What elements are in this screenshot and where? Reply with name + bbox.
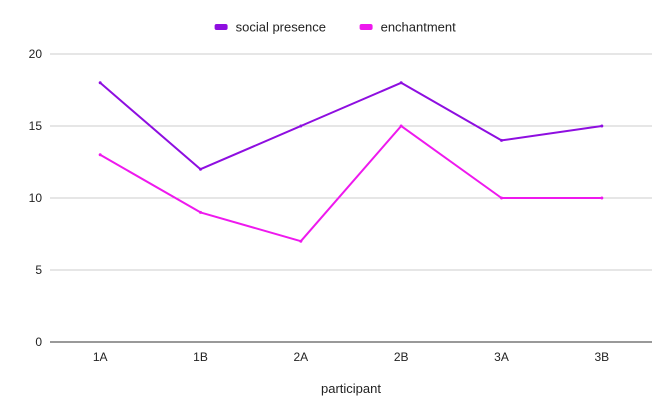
- series-line-enchantment: [99, 125, 602, 243]
- series-line-social-presence: [99, 81, 602, 171]
- x-tick-label: 3B: [594, 350, 609, 364]
- x-tick-label: 1B: [193, 350, 208, 364]
- x-axis-ticks: 1A 1B 2A 2B 3A 3B: [93, 350, 609, 364]
- data-point: [600, 196, 604, 200]
- legend: social presence enchantment: [214, 20, 457, 35]
- data-point: [199, 210, 202, 214]
- legend-swatch: [359, 24, 373, 30]
- y-tick-label: 20: [29, 47, 43, 61]
- data-point: [399, 81, 403, 85]
- data-point: [500, 138, 503, 142]
- series-lines: [98, 81, 604, 243]
- data-point: [98, 81, 102, 85]
- data-point: [600, 124, 604, 128]
- y-tick-label: 0: [35, 335, 42, 349]
- legend-label: enchantment: [381, 20, 457, 35]
- x-tick-label: 3A: [494, 350, 509, 364]
- legend-label: social presence: [236, 20, 326, 35]
- y-axis-ticks: 0 5 10 15 20: [29, 47, 43, 349]
- y-tick-label: 15: [29, 119, 43, 133]
- data-point: [299, 239, 303, 243]
- data-point: [299, 124, 303, 128]
- x-tick-label: 2B: [394, 350, 409, 364]
- y-tick-label: 10: [29, 191, 43, 205]
- x-axis-title: participant: [321, 381, 381, 396]
- data-point: [500, 196, 503, 200]
- data-point: [199, 167, 202, 171]
- y-tick-label: 5: [35, 263, 42, 277]
- gridlines: [50, 53, 652, 271]
- x-tick-label: 2A: [293, 350, 308, 364]
- x-tick-label: 1A: [93, 350, 108, 364]
- data-point: [399, 124, 403, 128]
- legend-swatch: [214, 24, 228, 30]
- data-point: [98, 153, 102, 157]
